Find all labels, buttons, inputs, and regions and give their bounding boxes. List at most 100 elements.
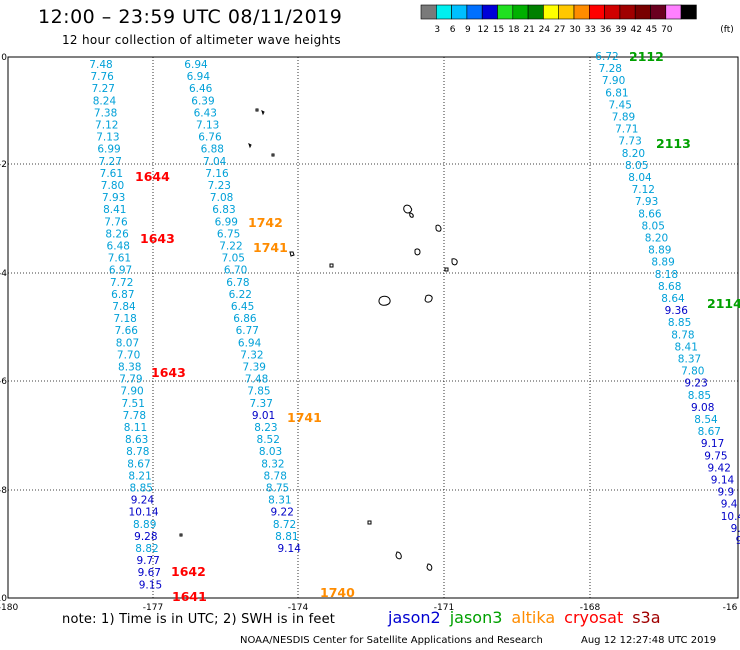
wave-height-value: 9.42 xyxy=(708,462,731,474)
wave-height-value: 7.93 xyxy=(635,196,658,208)
wave-height-value: 7.04 xyxy=(203,156,227,168)
wave-height-value: 8.82 xyxy=(135,543,158,555)
wave-height-value: 7.48 xyxy=(89,59,112,71)
wave-height-value: 7.66 xyxy=(115,325,139,337)
wave-height-value: 9. xyxy=(731,523,740,535)
pass-time-tag: 2114 xyxy=(707,296,740,311)
y-tick-label: -8 xyxy=(0,486,7,496)
color-scale-label: 39 xyxy=(615,25,627,35)
wave-height-value: 7.80 xyxy=(681,366,704,378)
island-outline xyxy=(451,258,458,266)
wave-height-value: 8.32 xyxy=(261,458,284,470)
island-outline xyxy=(424,294,433,303)
wave-height-value: 6.81 xyxy=(605,87,628,99)
wave-height-value: 8.85 xyxy=(130,483,153,495)
y-tick-label: -6 xyxy=(0,377,7,387)
wave-height-value: 7.61 xyxy=(100,168,123,180)
x-tick-label: -171 xyxy=(434,603,454,612)
wave-height-value: 8.54 xyxy=(694,414,718,426)
wave-height-value: 6.94 xyxy=(184,59,208,71)
map-frame xyxy=(7,56,739,599)
map-title: 12:00 – 23:59 UTC 08/11/2019 xyxy=(38,6,343,28)
wave-height-value: 9.36 xyxy=(665,305,689,317)
island-outline xyxy=(395,551,402,560)
wave-height-value: 6.75 xyxy=(217,228,240,240)
wave-height-value: 6.22 xyxy=(229,289,252,301)
wave-height-value: 9.9 xyxy=(717,487,734,499)
wave-height-value: 6.99 xyxy=(215,216,238,228)
wave-height-value: 9.75 xyxy=(704,450,727,462)
wave-height-value: 10.14 xyxy=(129,507,159,519)
wave-height-value: 7.80 xyxy=(101,180,124,192)
wave-height-value: 6.78 xyxy=(226,277,249,289)
wave-height-value: 9.14 xyxy=(278,543,302,555)
pass-time-tag: 1741 xyxy=(287,410,322,425)
wave-height-value: 7.13 xyxy=(196,120,219,132)
island-outline xyxy=(271,153,275,157)
color-scale-unit: (ft) xyxy=(720,25,734,35)
wave-height-value: 6.72 xyxy=(595,51,618,63)
island-outline xyxy=(289,251,295,257)
wave-height-value: 7.27 xyxy=(99,156,122,168)
wave-height-value: 6.77 xyxy=(236,325,259,337)
y-tick-label: 0 xyxy=(1,53,7,63)
wave-height-value: 7.78 xyxy=(123,410,146,422)
wave-height-value: 8.78 xyxy=(671,329,694,341)
wave-height-value: 8.24 xyxy=(93,95,117,107)
color-scale-label: 21 xyxy=(523,25,534,35)
pass-time-tag: 2113 xyxy=(656,136,691,151)
wave-height-value: 8.05 xyxy=(625,160,648,172)
island-outline xyxy=(378,295,391,306)
wave-height-value: 8.89 xyxy=(651,257,674,269)
y-tick-label: -2 xyxy=(0,160,7,170)
wave-height-value: 7.05 xyxy=(222,253,245,265)
wave-height-value: 8.41 xyxy=(103,204,126,216)
legend-item-s3a: s3a xyxy=(632,608,661,627)
wave-height-value: 7.22 xyxy=(219,241,242,253)
wave-height-value: 7.71 xyxy=(615,124,638,136)
island-outline xyxy=(367,520,372,525)
map-grid xyxy=(8,57,738,598)
wave-height-value: 8.23 xyxy=(254,422,277,434)
wave-height-value: 8.68 xyxy=(658,281,681,293)
wave-height-value: 7.39 xyxy=(243,362,266,374)
pass-time-tags: 1644 1643 1643 1642 1641 1742 1741 1741 1740 2112… xyxy=(135,49,740,604)
y-tick-label: -4 xyxy=(0,269,7,279)
axis-tick-labels: -180 -177 -174 -171 -168 -16 0 -2 -4 -6 -8 -10 xyxy=(0,53,738,612)
wave-height-value: 8.78 xyxy=(126,446,149,458)
island-outline xyxy=(435,224,442,232)
island-outline xyxy=(179,533,183,537)
wave-height-value: 8.89 xyxy=(133,519,156,531)
wave-height-value: 7.79 xyxy=(119,374,142,386)
x-tick-label: -16 xyxy=(723,603,738,612)
wave-height-value: 9.14 xyxy=(711,475,735,487)
wave-height-value: 6.97 xyxy=(109,265,132,277)
wave-height-value: 6.94 xyxy=(187,71,211,83)
pass-time-tag: 1643 xyxy=(140,231,175,246)
wave-height-value: 9.22 xyxy=(271,507,294,519)
wave-height-value: 9.17 xyxy=(701,438,724,450)
island-outline xyxy=(329,263,334,268)
color-scale-label: 27 xyxy=(554,25,565,35)
pass-time-tag: 1643 xyxy=(151,365,186,380)
legend-item-cryosat: cryosat xyxy=(564,608,624,627)
wave-height-value: 8.37 xyxy=(678,354,701,366)
wave-height-value: 7.48 xyxy=(245,374,268,386)
wave-height-value: 10.4 xyxy=(721,511,740,523)
color-scale-label: 9 xyxy=(465,25,471,35)
wave-height-value: 7.37 xyxy=(250,398,273,410)
pass-time-tag: 2112 xyxy=(629,49,664,64)
wave-height-value: 8.20 xyxy=(645,233,668,245)
wave-height-value: 7.85 xyxy=(247,386,270,398)
wave-height-value: 8.63 xyxy=(125,434,148,446)
color-scale-label: 42 xyxy=(630,25,641,35)
x-tick-label: -180 xyxy=(0,603,18,612)
wave-height-value: 6.87 xyxy=(111,289,134,301)
wave-height-value: 8.64 xyxy=(661,293,685,305)
wave-height-value: 9.01 xyxy=(252,410,275,422)
wave-height-value: 6.83 xyxy=(212,204,235,216)
island-outline xyxy=(261,110,265,116)
wave-height-value: 6.39 xyxy=(191,95,214,107)
island-outline xyxy=(426,563,433,571)
map-subtitle: 12 hour collection of altimeter wave hei… xyxy=(62,33,341,47)
